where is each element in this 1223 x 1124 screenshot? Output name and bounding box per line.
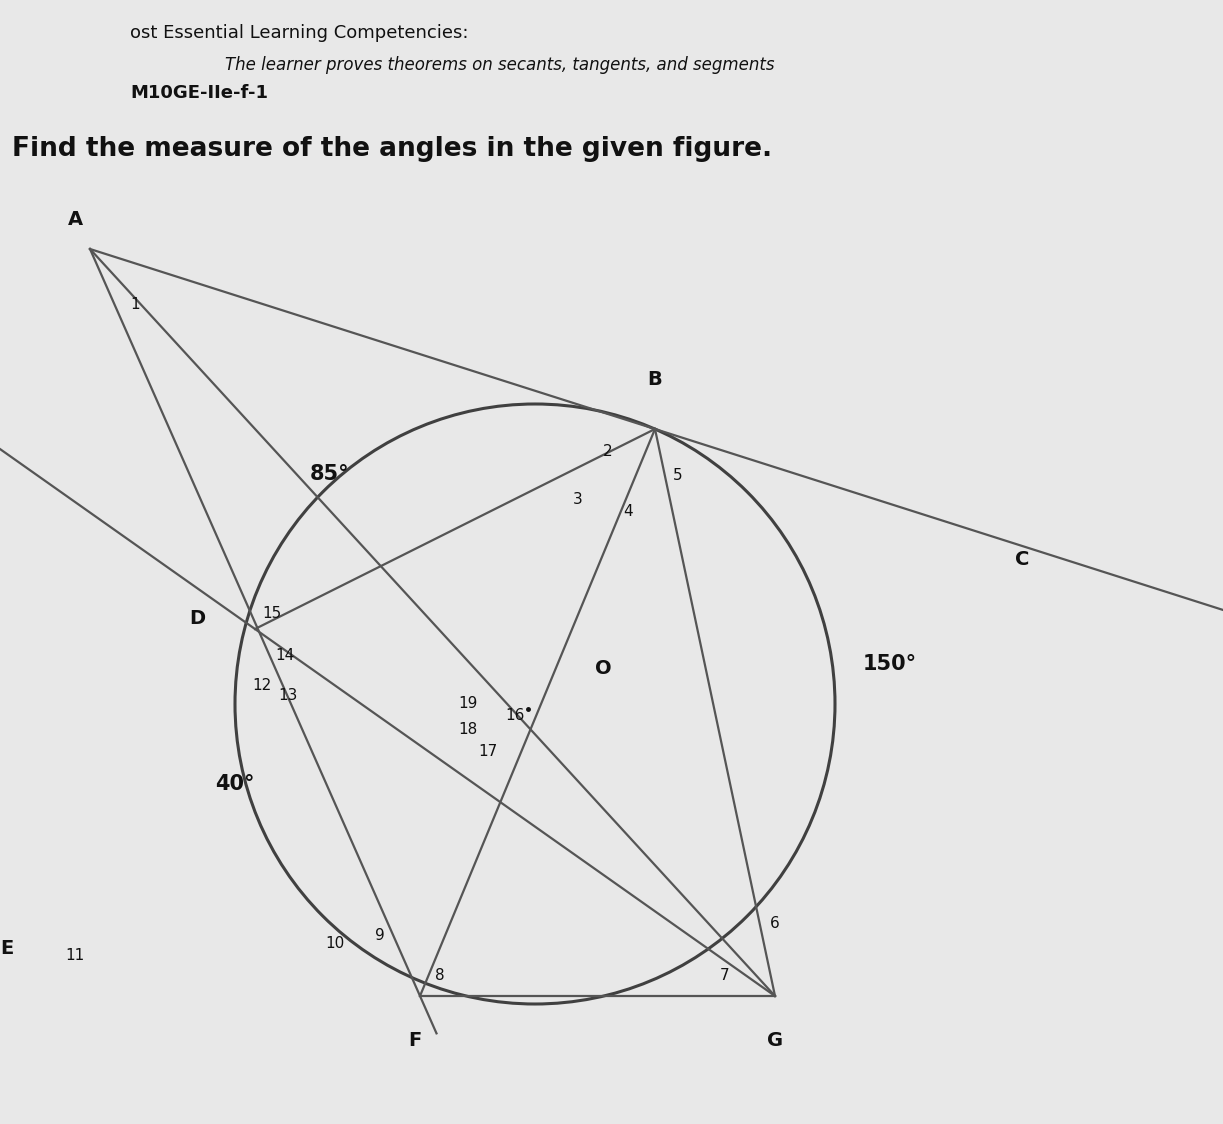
Text: 150°: 150°: [863, 654, 917, 674]
Text: 10: 10: [325, 936, 345, 952]
Text: 2: 2: [603, 444, 613, 460]
Text: 85°: 85°: [311, 464, 350, 484]
Text: 1: 1: [130, 297, 139, 311]
Text: 5: 5: [673, 469, 682, 483]
Text: 9: 9: [375, 928, 385, 943]
Text: The learner proves theorems on secants, tangents, and segments: The learner proves theorems on secants, …: [225, 56, 774, 74]
Text: D: D: [188, 609, 205, 628]
Text: 3: 3: [574, 491, 583, 507]
Text: 11: 11: [65, 949, 84, 963]
Text: A: A: [67, 210, 83, 229]
Text: C: C: [1015, 550, 1030, 569]
Text: 14: 14: [275, 649, 295, 663]
Text: 7: 7: [720, 969, 730, 984]
Text: 18: 18: [459, 722, 478, 736]
Text: E: E: [0, 940, 13, 959]
Text: 19: 19: [459, 697, 478, 711]
Text: 17: 17: [478, 744, 498, 760]
Text: 13: 13: [279, 689, 297, 704]
Text: O: O: [596, 660, 612, 679]
Text: G: G: [767, 1031, 783, 1050]
Text: 15: 15: [263, 607, 281, 622]
Text: 16: 16: [505, 708, 525, 724]
Text: 12: 12: [252, 679, 272, 694]
Text: 40°: 40°: [215, 774, 254, 794]
Text: 8: 8: [435, 969, 445, 984]
Text: 4: 4: [624, 504, 632, 518]
Text: Find the measure of the angles in the given figure.: Find the measure of the angles in the gi…: [12, 136, 772, 162]
Text: M10GE-IIe-f-1: M10GE-IIe-f-1: [130, 84, 268, 102]
Text: B: B: [648, 370, 663, 389]
Text: 6: 6: [770, 916, 780, 932]
Text: ost Essential Learning Competencies:: ost Essential Learning Competencies:: [130, 24, 468, 42]
Text: F: F: [408, 1031, 422, 1050]
